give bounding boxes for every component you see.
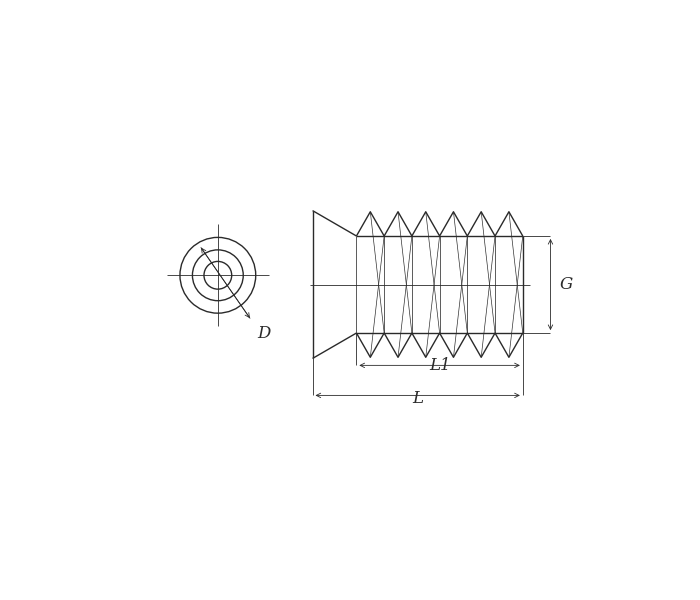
Text: D: D xyxy=(258,325,271,341)
Text: L1: L1 xyxy=(429,356,450,374)
Text: L: L xyxy=(412,390,423,407)
Text: G: G xyxy=(560,276,573,293)
